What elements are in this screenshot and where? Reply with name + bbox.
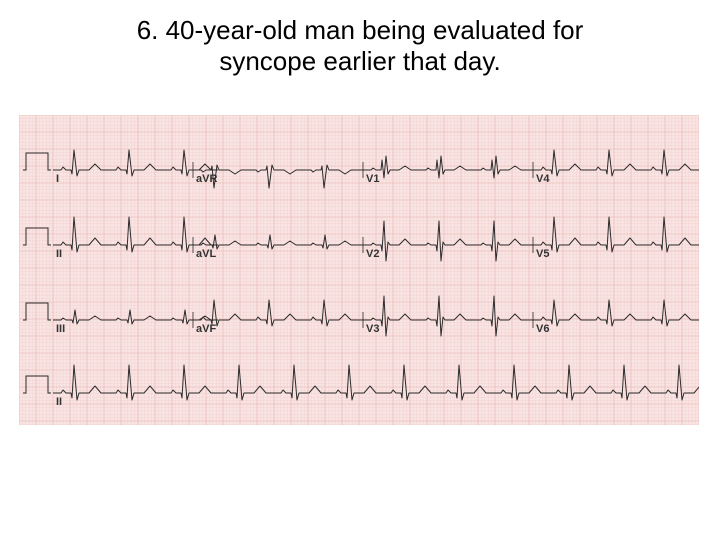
svg-text:III: III — [56, 323, 65, 335]
svg-text:II: II — [56, 396, 62, 408]
svg-text:V4: V4 — [536, 173, 550, 185]
title-line-2: syncope earlier that day. — [219, 46, 500, 76]
svg-text:V1: V1 — [366, 173, 379, 185]
svg-text:V6: V6 — [536, 323, 549, 335]
ecg-strip: IaVRV1V4IIaVLV2V5IIIaVFV3V6II — [19, 115, 699, 425]
svg-text:V5: V5 — [536, 248, 549, 260]
ecg-svg: IaVRV1V4IIaVLV2V5IIIaVFV3V6II — [19, 115, 699, 425]
slide: 6. 40-year-old man being evaluated for s… — [0, 0, 720, 540]
svg-text:V2: V2 — [366, 248, 379, 260]
svg-text:I: I — [56, 173, 59, 185]
svg-text:aVL: aVL — [196, 248, 216, 260]
title-line-1: 6. 40-year-old man being evaluated for — [137, 15, 584, 45]
slide-title: 6. 40-year-old man being evaluated for s… — [0, 15, 720, 77]
svg-text:V3: V3 — [366, 323, 379, 335]
svg-text:aVF: aVF — [196, 323, 216, 335]
svg-text:II: II — [56, 248, 62, 260]
